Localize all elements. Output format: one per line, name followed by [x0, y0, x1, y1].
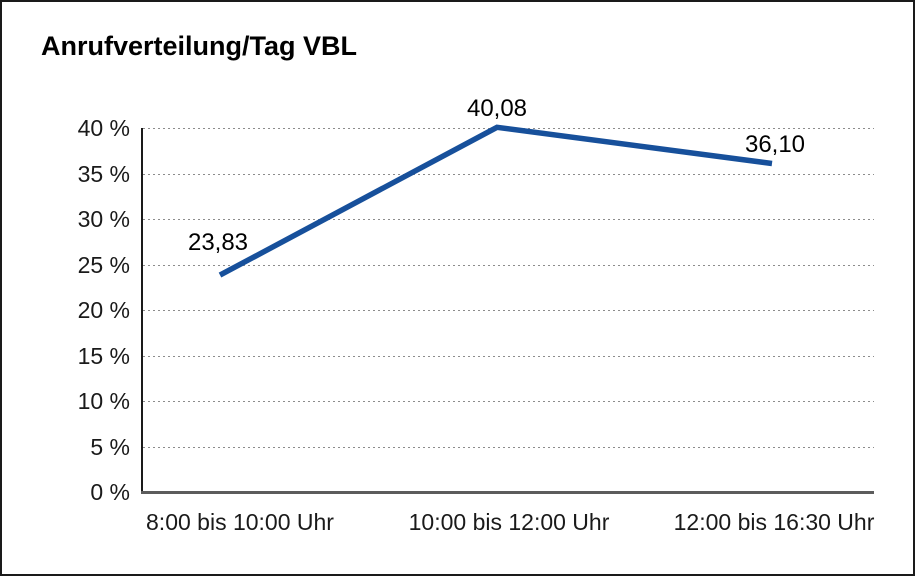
y-tick-label: 20 % — [77, 297, 130, 323]
y-tick-label: 10 % — [77, 388, 130, 414]
y-tick-label: 0 % — [90, 479, 130, 505]
y-tick-label: 5 % — [90, 434, 130, 460]
y-tick-label: 35 % — [77, 161, 130, 187]
gridline — [143, 447, 874, 448]
gridline — [143, 219, 874, 220]
y-axis-line — [141, 128, 143, 494]
gridline — [143, 310, 874, 311]
y-tick-label: 15 % — [77, 343, 130, 369]
x-axis-line — [141, 491, 874, 494]
x-category-label: 8:00 bis 10:00 Uhr — [146, 509, 334, 535]
series-line — [218, 124, 773, 278]
data-point-label: 36,10 — [744, 131, 806, 158]
y-tick-label: 30 % — [77, 206, 130, 232]
gridline — [143, 401, 874, 402]
data-point-label: 23,83 — [187, 229, 249, 256]
gridline — [143, 174, 874, 175]
x-category-label: 10:00 bis 12:00 Uhr — [408, 509, 610, 535]
x-category-label: 12:00 bis 16:30 Uhr — [673, 509, 875, 535]
y-tick-label: 25 % — [77, 252, 130, 278]
data-point-label: 40,08 — [466, 95, 528, 122]
gridline — [143, 265, 874, 266]
chart-title: Anrufverteilung/Tag VBL — [41, 31, 358, 61]
y-tick-label: 40 % — [77, 115, 130, 141]
gridline — [143, 128, 874, 129]
gridline — [143, 356, 874, 357]
